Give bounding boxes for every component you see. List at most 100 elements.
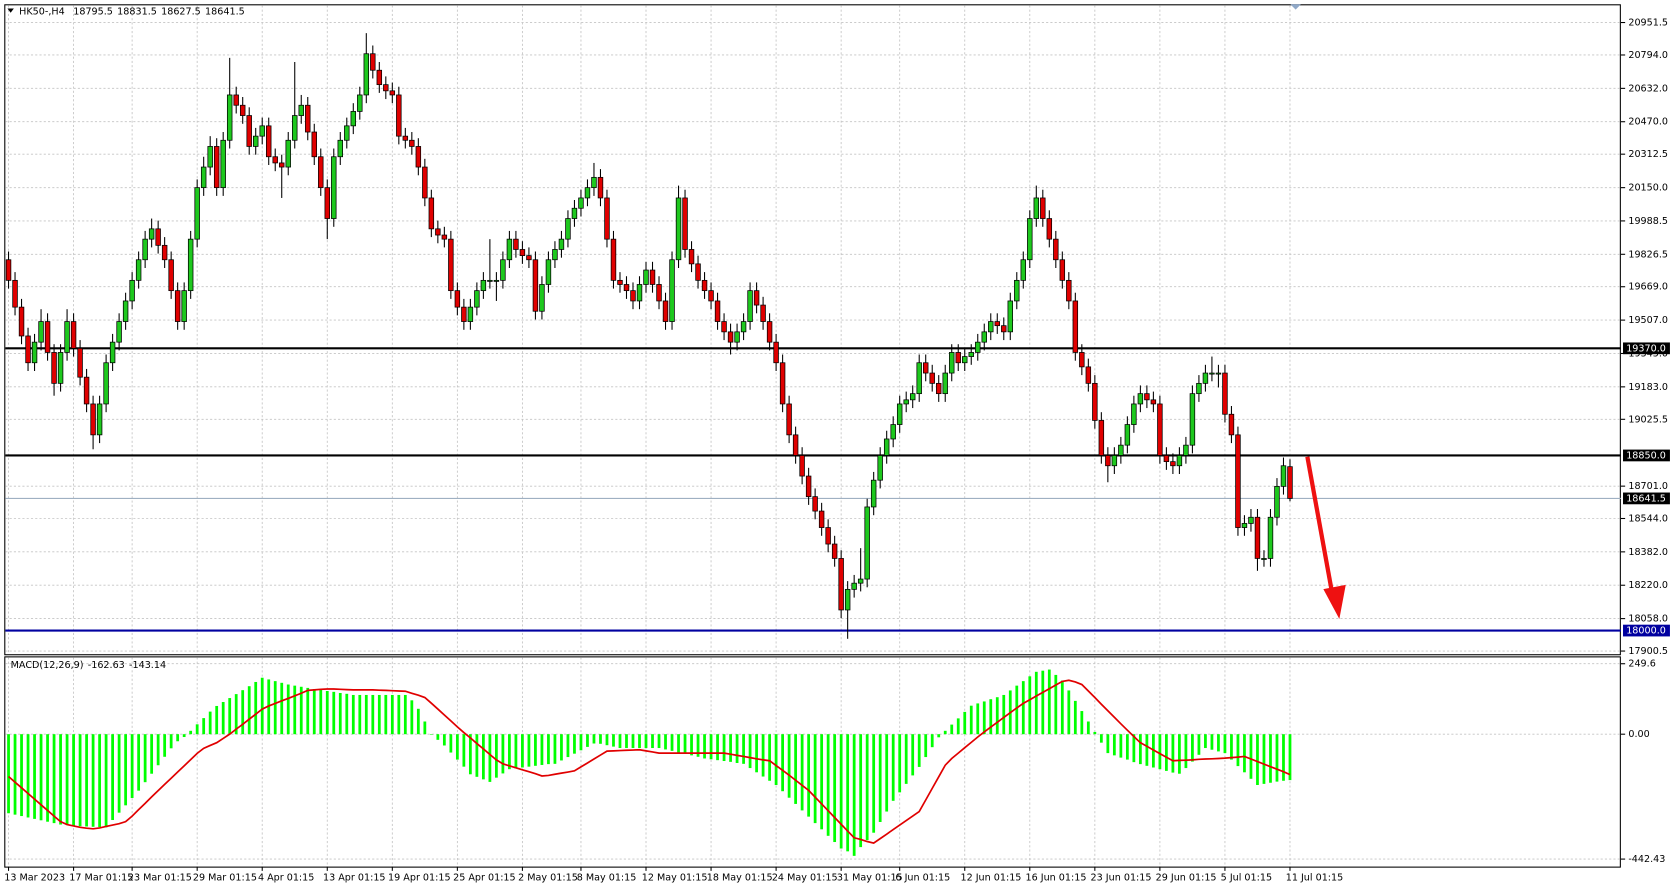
macd-bar	[638, 734, 641, 749]
macd-bar	[468, 734, 472, 775]
macd-bar	[527, 734, 531, 767]
candle-body	[1189, 393, 1196, 446]
macd-bar	[690, 734, 693, 756]
macd-bar	[943, 730, 947, 735]
macd-bar	[956, 718, 960, 735]
macd-bar	[911, 734, 915, 776]
candle-body	[552, 249, 558, 261]
macd-bar	[891, 734, 895, 801]
x-tick-label: 4 Apr 01:15	[258, 872, 314, 883]
macd-bar	[865, 734, 869, 841]
candle-body	[383, 84, 389, 92]
candle-body	[682, 197, 688, 250]
candle-body	[818, 510, 825, 528]
low-value: 18627.5	[161, 7, 201, 18]
shift-marker[interactable]	[1290, 4, 1301, 10]
macd-bar	[1060, 680, 1064, 735]
candle-body	[1183, 444, 1189, 456]
candle-body	[311, 131, 317, 158]
macd-bar	[13, 734, 17, 815]
macd-bar	[189, 730, 193, 735]
macd-bar	[1145, 734, 1149, 766]
macd-bar	[325, 691, 329, 735]
macd-bar	[104, 734, 108, 828]
candle-body	[792, 434, 799, 456]
candle-body	[669, 259, 675, 322]
macd-bar	[1191, 734, 1194, 762]
close-value: 18641.5	[205, 7, 245, 18]
candle-body	[545, 259, 552, 285]
price-label-box	[1623, 342, 1670, 355]
macd-bar	[709, 734, 713, 760]
candle-body	[753, 290, 760, 306]
macd-bar	[91, 734, 95, 827]
x-tick-label: 29 Mar 01:15	[193, 872, 257, 883]
macd-bar	[163, 734, 167, 757]
macd-bar	[429, 734, 433, 735]
candle-body	[936, 382, 942, 395]
macd-bar	[547, 734, 550, 765]
header-menu-icon[interactable]	[7, 8, 14, 13]
macd-bar	[455, 734, 459, 760]
macd-bar	[260, 677, 264, 735]
x-tick-label: 13 Apr 01:15	[323, 872, 386, 883]
forecast-arrow	[1305, 456, 1346, 619]
candle-body	[695, 263, 701, 281]
macd-bar	[716, 734, 719, 761]
candle-body	[363, 53, 370, 96]
candle-body	[500, 259, 506, 281]
macd-bar	[286, 684, 290, 735]
macd-bar	[781, 734, 784, 792]
price-label: 18000.0	[1626, 626, 1666, 637]
macd-bar	[495, 734, 498, 778]
candle-body	[578, 197, 584, 209]
candle-body	[675, 197, 682, 261]
x-tick-label: 12 May 01:15	[642, 872, 708, 883]
candle-body	[389, 90, 396, 96]
candle-body	[474, 290, 480, 308]
macd-bar	[982, 701, 986, 735]
x-tick-label: 23 Jun 01:15	[1091, 872, 1152, 883]
macd-bar	[852, 734, 856, 856]
macd-bar	[202, 718, 206, 735]
macd-bar	[1093, 731, 1097, 735]
x-tick-label: 16 Jun 01:15	[1026, 872, 1087, 883]
macd-bar	[820, 734, 824, 830]
candle-body	[630, 290, 636, 302]
candle-body	[916, 362, 922, 395]
macd-bar	[1054, 674, 1058, 735]
macd-bar	[807, 734, 811, 817]
candle-body	[396, 94, 402, 137]
candle-body	[1287, 466, 1293, 499]
candle-body	[597, 176, 604, 199]
macd-bar	[247, 686, 251, 735]
candle-body	[12, 279, 18, 308]
macd-bar	[195, 724, 199, 735]
macd-bar	[651, 734, 654, 749]
macd-bar	[1047, 669, 1051, 735]
macd-bar	[176, 734, 180, 742]
candles-layer	[5, 33, 1293, 639]
macd-bar	[462, 734, 466, 767]
x-tick-label: 11 Jul 01:15	[1286, 872, 1344, 883]
macd-bar	[137, 734, 141, 791]
macd-bar	[859, 734, 863, 848]
candle-body	[825, 527, 831, 545]
candle-body	[344, 125, 350, 141]
macd-bar	[1021, 681, 1025, 735]
macd-bar	[85, 734, 88, 827]
candle-body	[448, 238, 454, 292]
macd-bar	[124, 734, 128, 806]
candle-body	[31, 341, 38, 364]
macd-bar	[234, 694, 238, 735]
macd-bar	[377, 694, 381, 735]
candle-body	[370, 53, 376, 71]
macd-bar	[423, 721, 427, 735]
macd-bar	[521, 734, 524, 768]
candle-body	[331, 156, 337, 219]
y-tick-label: 19988.5	[1628, 216, 1668, 227]
macd-bar	[683, 734, 687, 754]
y-tick-label: 249.6	[1628, 659, 1655, 670]
candle-body	[975, 341, 981, 353]
candle-body	[1059, 259, 1066, 281]
